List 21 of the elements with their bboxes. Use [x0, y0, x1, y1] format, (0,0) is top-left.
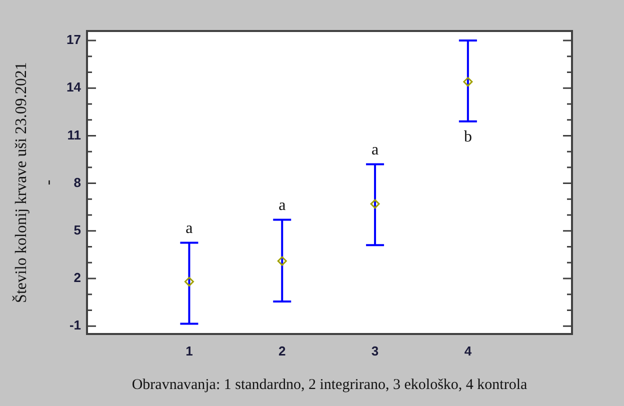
annotation: a	[371, 141, 379, 158]
y-axis-title: Število kolonij krvave uši 23.09.2021 -	[12, 62, 58, 303]
x-tick-label: 3	[371, 343, 379, 358]
point	[277, 256, 287, 266]
y-tick-label: 5	[74, 222, 81, 238]
annotation: b	[464, 128, 472, 146]
point	[370, 199, 380, 209]
point	[463, 77, 473, 87]
x-tick-label: 4	[464, 343, 472, 358]
annotation: a	[186, 220, 193, 237]
x-axis-title: Obravnavanja: 1 standardno, 2 integrirano, 3 ekološko, 4 kontrola	[132, 376, 528, 393]
x-tick-label: 1	[186, 343, 193, 358]
y-tick-label: 14	[66, 80, 82, 95]
annotation: a	[278, 196, 286, 214]
x-tick-label: 2	[278, 343, 286, 358]
y-tick-label: -1	[69, 318, 81, 333]
y-tick-label: 2	[74, 270, 81, 286]
y-tick-label: 11	[67, 127, 81, 142]
y-tick-label: 17	[66, 32, 81, 48]
point	[184, 276, 194, 286]
y-tick-label: 8	[74, 174, 81, 190]
